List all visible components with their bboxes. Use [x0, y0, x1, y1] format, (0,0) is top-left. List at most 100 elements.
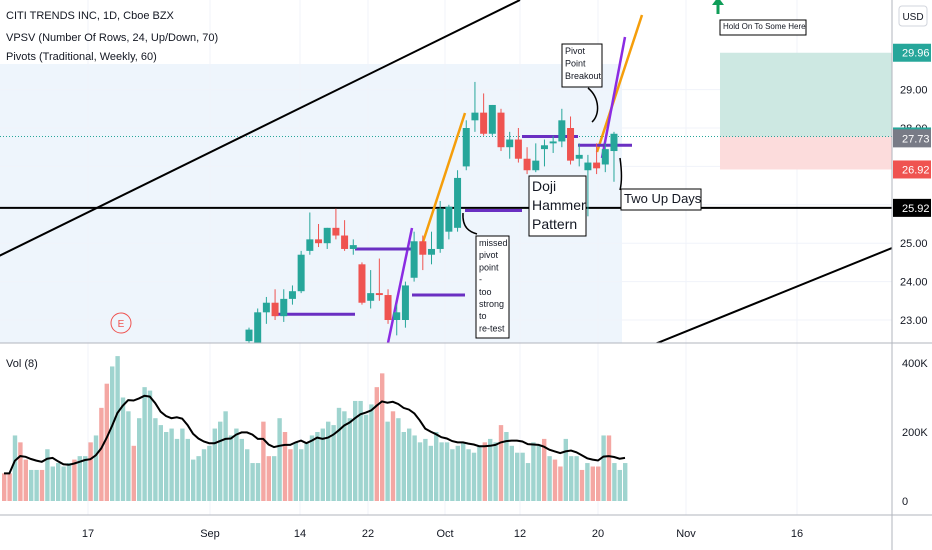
volume-bar [293, 442, 298, 501]
candle-body [497, 112, 505, 148]
two-up-days-callout [619, 157, 623, 191]
missed-pivot-note-text: re-test [479, 323, 505, 333]
pivots-indicator-legend[interactable]: Pivots (Traditional, Weekly, 60) [6, 51, 157, 63]
volume-bar [304, 442, 309, 501]
volume-legend[interactable]: Vol (8) [6, 358, 38, 370]
symbol-title[interactable]: CITI TRENDS INC, 1D, Cboe BZX [6, 10, 174, 22]
candle-body [262, 302, 270, 313]
volume-bar [99, 407, 104, 501]
volume-bar [606, 435, 612, 501]
volume-bar [358, 400, 363, 501]
pivot-breakout-note-text: Breakout [565, 71, 602, 81]
volume-bar [374, 387, 379, 501]
volume-bar [320, 428, 325, 501]
price-label-tag [893, 129, 931, 148]
pivot-breakout-note-text: Pivot [565, 46, 586, 56]
volume-bar [174, 438, 180, 501]
volume-bar [223, 411, 228, 501]
volume-bar [380, 373, 385, 501]
doji-hammer-note-text: Hammer [532, 197, 586, 213]
volume-bar [50, 466, 55, 501]
missed-pivot-note-box [475, 235, 510, 339]
earnings-marker-label: E [118, 319, 125, 330]
volume-bar [552, 459, 558, 501]
volume-bar [309, 435, 315, 501]
volume-bar [234, 428, 239, 501]
candle-body [375, 293, 383, 296]
volume-bar [277, 418, 282, 501]
volume-bar [596, 466, 601, 501]
volume-bar [569, 456, 574, 501]
time-tick-label: Oct [436, 528, 453, 540]
price-label-text: 29.96 [902, 48, 930, 60]
volume-bar [601, 435, 606, 501]
candle-body [462, 128, 470, 167]
candle-body [393, 312, 401, 320]
volume-bar [482, 442, 487, 501]
vpsv-indicator-legend[interactable]: VPSV (Number Of Rows, 24, Up/Down, 70) [6, 32, 219, 44]
volume-bar [444, 442, 450, 501]
volume-bar [61, 466, 66, 501]
volume-bar [498, 425, 504, 501]
volume-bar [574, 456, 579, 501]
volume-bar [439, 442, 444, 501]
purple-trend-ray [600, 36, 627, 159]
volume-tick-label: 400K [902, 358, 928, 370]
volume-bar [126, 411, 131, 501]
volume-bar [488, 438, 493, 501]
volume-bar [536, 445, 541, 501]
hold-note-box [719, 19, 807, 36]
candle-body [410, 241, 418, 278]
volume-bar [455, 445, 460, 501]
volume-bar [104, 383, 109, 501]
stop-zone [720, 136, 892, 170]
volume-bar [2, 473, 7, 501]
candle-body [288, 291, 296, 299]
volume-bar [450, 449, 455, 501]
volume-bar [547, 456, 552, 501]
doji-hammer-note-box [528, 175, 587, 237]
volume-bar [385, 421, 390, 501]
volume-bar [617, 469, 622, 501]
candle-body [384, 295, 392, 320]
volume-bar [272, 456, 277, 501]
volume-bar [590, 466, 595, 501]
candle-body [506, 139, 514, 148]
volume-bar [434, 432, 439, 501]
currency-label: USD [902, 12, 923, 23]
missed-pivot-note-text: to [479, 311, 487, 321]
volume-bar [93, 435, 99, 501]
volume-tick-label: 0 [902, 496, 908, 508]
candle-body [245, 329, 253, 342]
candle-body [436, 208, 444, 249]
candle-body [549, 141, 557, 144]
volume-bar [255, 463, 261, 501]
volume-bar [185, 438, 190, 501]
candle-body [593, 162, 601, 169]
volume-bar [169, 428, 174, 501]
volume-bar [250, 463, 255, 501]
earnings-marker [110, 312, 132, 334]
price-label-text: 25.92 [902, 203, 930, 215]
volume-bar [137, 418, 142, 501]
candle-body [480, 112, 488, 134]
time-tick-label: 17 [82, 528, 94, 540]
candle-body [601, 149, 609, 165]
candle-body [558, 120, 566, 142]
volume-bar [412, 435, 417, 501]
missed-pivot-note-text: point [479, 262, 499, 272]
two-up-days-note-box [620, 188, 702, 211]
target-zone [720, 52, 892, 137]
candle-body [349, 245, 357, 249]
volume-bar [164, 432, 169, 501]
volume-bar [142, 387, 147, 501]
volume-bar [66, 463, 72, 501]
candle-body [332, 227, 340, 236]
candle-body [419, 241, 427, 255]
volume-bar [347, 418, 352, 501]
volume-bar [207, 445, 212, 501]
price-label-tag [893, 198, 931, 217]
volume-bar [369, 404, 374, 501]
missed-pivot-note-text: pivot [479, 250, 499, 260]
